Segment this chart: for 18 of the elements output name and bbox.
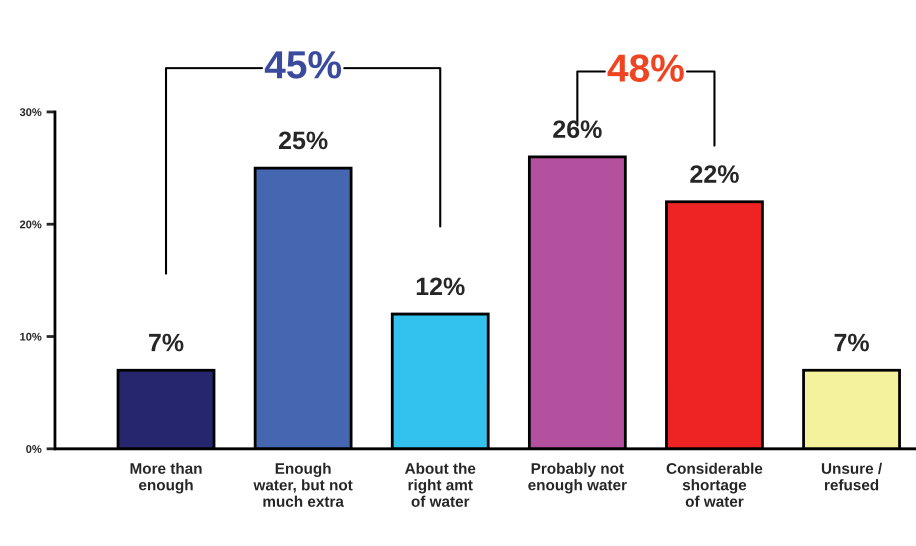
x-tick-label: Unsure / refused: [822, 462, 882, 490]
data-label: 22%: [690, 165, 739, 183]
y-tick-label: 20%: [20, 220, 42, 228]
text: 48%: [608, 54, 684, 82]
data-label: 26%: [553, 120, 602, 138]
data-label: 7%: [834, 334, 869, 352]
x-tick-label: About the right amt of water: [404, 462, 476, 507]
y-tick-label: 10%: [20, 332, 42, 341]
text: 45%: [264, 51, 342, 79]
data-label: 12%: [416, 278, 465, 296]
x-tick-label: Probably not enough water: [528, 462, 627, 494]
y-tick-label: 30%: [20, 108, 42, 116]
x-tick-label: Considerable shortage of water: [666, 462, 762, 507]
y-tick-label: 0%: [26, 445, 42, 453]
x-tick-label: Enough water, but not much extra: [253, 462, 353, 507]
data-label: 25%: [278, 132, 328, 150]
data-label: 7%: [149, 334, 184, 352]
x-tick-label: More than enough: [130, 462, 202, 494]
